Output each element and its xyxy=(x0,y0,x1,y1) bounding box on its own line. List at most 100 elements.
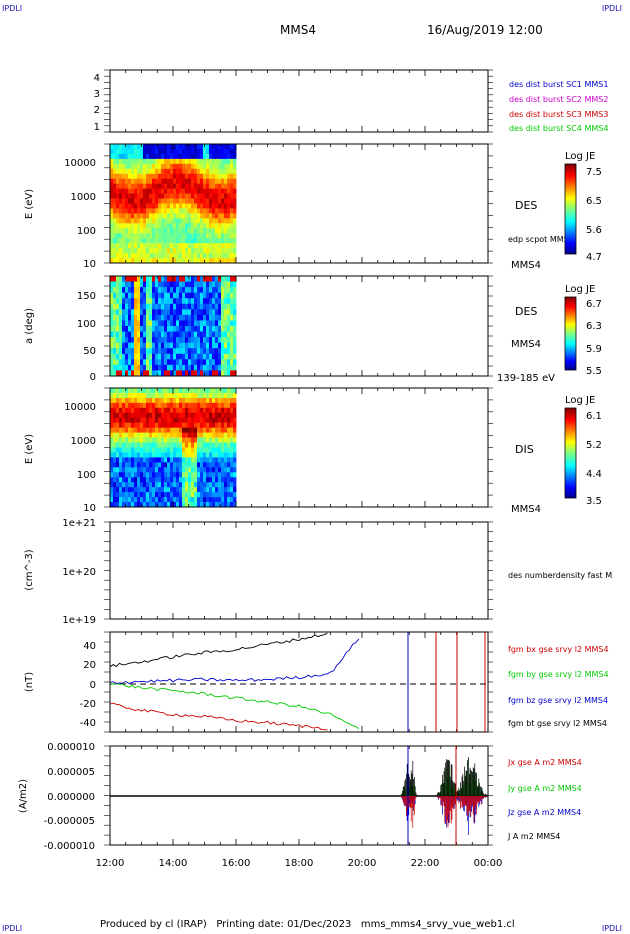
spectrogram-cell xyxy=(218,144,222,150)
spectrogram-cell xyxy=(116,213,120,219)
spectrogram-cell xyxy=(143,402,147,409)
spectrogram-cell xyxy=(200,492,204,498)
spectrogram-cell xyxy=(215,153,219,160)
spectrogram-cell xyxy=(218,148,222,155)
spectrogram-cell xyxy=(143,243,147,249)
spectrogram-cell xyxy=(128,432,132,438)
spectrogram-cell xyxy=(221,392,225,399)
spectrogram-cell xyxy=(203,482,207,488)
spectrogram-cell xyxy=(167,331,171,338)
spectrogram-cell xyxy=(119,168,123,175)
spectrogram-cell xyxy=(116,248,120,254)
spectrogram-cell xyxy=(113,492,117,498)
spectrogram-cell xyxy=(116,238,120,244)
spectrogram-cell xyxy=(158,320,162,327)
spectrogram-cell xyxy=(128,348,132,355)
spectrogram-cell xyxy=(203,193,207,199)
spectrogram-cell xyxy=(164,422,168,429)
spectrogram-cell xyxy=(122,213,126,219)
spectrogram-cell xyxy=(221,144,225,150)
spectrogram-cell xyxy=(119,198,123,204)
spectrogram-cell xyxy=(230,477,234,483)
spectrogram-cell xyxy=(122,193,126,199)
spectrogram-cell xyxy=(215,326,219,332)
spectrogram-cell xyxy=(203,233,207,239)
spectrogram-cell xyxy=(176,392,180,399)
spectrogram-cell xyxy=(182,364,186,371)
spectrogram-cell xyxy=(221,442,225,448)
spectrogram-cell xyxy=(218,422,222,429)
spectrogram-cell xyxy=(230,148,234,155)
spectrogram-cell xyxy=(182,397,186,404)
spectrogram-cell xyxy=(197,326,201,332)
spectrogram-cell xyxy=(149,388,153,394)
panel-dis-energy: 10000 1000 100 10 E (eV) DIS MMS4 Log JE… xyxy=(24,387,602,515)
spectrogram-cell xyxy=(194,482,198,488)
spectrogram-cell xyxy=(152,477,156,483)
spectrogram-cell xyxy=(164,337,168,344)
spectrogram-cell xyxy=(170,258,174,264)
spectrogram-cell xyxy=(134,452,138,458)
spectrogram-cell xyxy=(167,467,171,473)
spectrogram-cell xyxy=(125,223,129,229)
spectrogram-cell xyxy=(110,492,114,498)
spectrogram-cell xyxy=(176,248,180,254)
spectrogram-cell xyxy=(179,477,183,483)
spectrogram-cell xyxy=(176,467,180,473)
spectrogram-cell xyxy=(143,462,147,468)
spectrogram-cell xyxy=(179,243,183,249)
spectrogram-cell xyxy=(230,243,234,249)
spectrogram-cell xyxy=(137,497,141,503)
spectrogram-cell xyxy=(218,331,222,338)
spectrogram-cell xyxy=(179,402,183,409)
spectrogram-cell xyxy=(200,402,204,409)
spectrogram-cell xyxy=(137,144,141,150)
spectrogram-cell xyxy=(110,427,114,434)
spectrogram-cell xyxy=(206,432,210,438)
spectrogram-cell xyxy=(164,203,168,209)
spectrogram-cell xyxy=(116,432,120,438)
spectrogram-cell xyxy=(191,492,195,498)
spectrogram-cell xyxy=(167,412,171,419)
spectrogram-cell xyxy=(185,158,189,165)
spectrogram-cell xyxy=(113,442,117,448)
spectrogram-cell xyxy=(128,437,132,443)
spectrogram-cell xyxy=(113,412,117,419)
spectrogram-cell xyxy=(230,342,234,349)
spectrogram-cell xyxy=(227,314,231,321)
spectrogram-cell xyxy=(140,392,144,399)
spectrogram-cell xyxy=(125,292,129,299)
spectrogram-cell xyxy=(206,477,210,483)
spectrogram-cell xyxy=(155,472,159,478)
spectrogram-cell xyxy=(185,144,189,150)
spectrogram-cell xyxy=(215,370,219,377)
spectrogram-cell xyxy=(131,497,135,503)
spectrogram-cell xyxy=(170,432,174,438)
spectrogram-cell xyxy=(119,178,123,185)
spectrogram-cell xyxy=(110,298,114,305)
spectrogram-cell xyxy=(227,287,231,294)
spectrogram-cell xyxy=(146,326,150,332)
spectrogram-cell xyxy=(209,407,213,414)
spectrogram-cell xyxy=(221,158,225,165)
spectrogram-cell xyxy=(140,462,144,468)
spectrogram-cell xyxy=(173,303,177,310)
spectrogram-cell xyxy=(230,287,234,294)
spectrogram-cell xyxy=(155,193,159,199)
spectrogram-cell xyxy=(131,370,135,377)
spectrogram-cell xyxy=(155,364,159,371)
spectrogram-cell xyxy=(143,472,147,478)
spectrogram-cell xyxy=(179,331,183,338)
spectrogram-cell xyxy=(137,168,141,175)
spectrogram-cell xyxy=(149,292,153,299)
spectrogram-cell xyxy=(125,348,129,355)
spectrogram-cell xyxy=(152,163,156,170)
spectrogram-cell xyxy=(230,183,234,190)
spectrogram-cell xyxy=(218,462,222,468)
spectrogram-cell xyxy=(230,397,234,404)
spectrogram-cell xyxy=(131,392,135,399)
spectrogram-cell xyxy=(143,320,147,327)
time-tick-1200: 12:00 xyxy=(96,858,125,869)
spectrogram-cell xyxy=(149,487,153,493)
dis-energy-sc-label: MMS4 xyxy=(511,504,541,515)
